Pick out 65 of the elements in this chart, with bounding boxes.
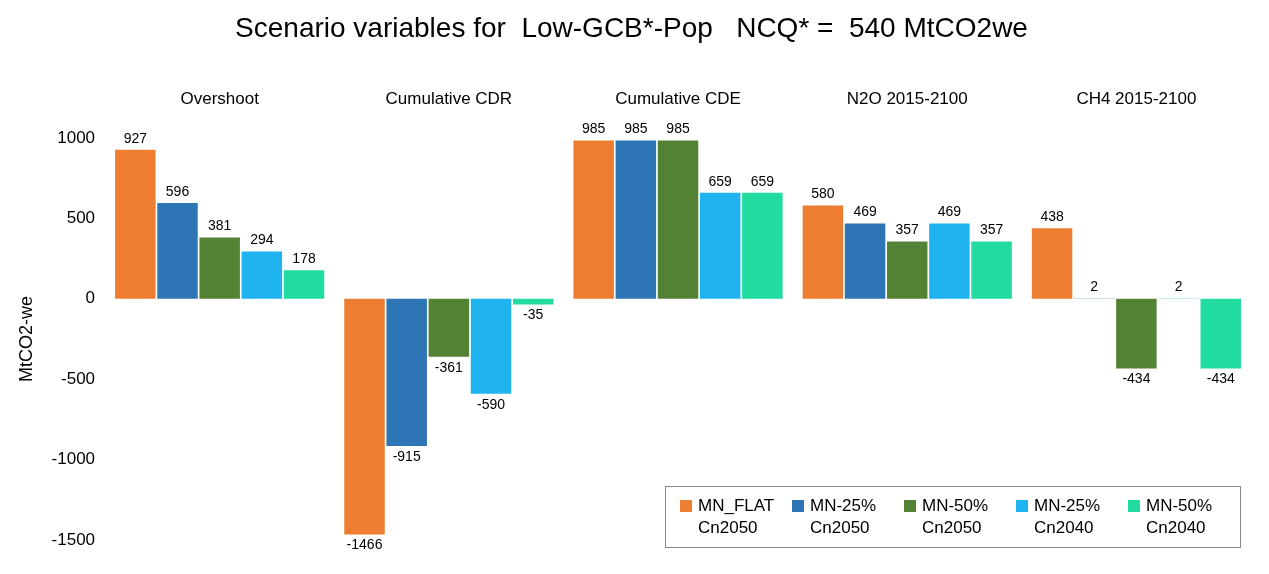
data-label: 985 — [666, 120, 690, 137]
bar — [699, 192, 741, 299]
bar — [115, 149, 156, 299]
bar — [742, 192, 783, 299]
bar — [241, 251, 283, 299]
data-label: -361 — [434, 358, 464, 375]
legend-label: MN-50% Cn2040 — [1146, 495, 1214, 539]
bar — [470, 298, 512, 394]
data-label: 580 — [811, 185, 835, 202]
bar — [344, 298, 385, 535]
x-tick-label: Overshoot — [180, 89, 260, 109]
data-label: 469 — [937, 203, 962, 220]
bar — [573, 140, 614, 299]
bar — [886, 241, 928, 299]
data-label: 178 — [292, 250, 316, 267]
bar — [1116, 298, 1157, 369]
legend-label: MN-25% Cn2040 — [1034, 495, 1102, 539]
y-tick-label: 500 — [66, 208, 96, 228]
data-label: 596 — [165, 182, 190, 199]
data-label: -915 — [392, 447, 421, 464]
x-tick-label: N2O 2015-2100 — [846, 89, 968, 109]
data-label: 381 — [207, 217, 232, 234]
bar — [929, 223, 970, 299]
data-label: 469 — [853, 203, 877, 220]
legend-label: MN-25% Cn2050 — [810, 495, 878, 539]
bar — [1200, 298, 1241, 369]
bar — [971, 241, 1012, 299]
data-label: 659 — [750, 172, 775, 189]
data-label: 2 — [1174, 278, 1183, 295]
y-axis-title: MtCO2-we — [15, 295, 36, 383]
data-label: -434 — [1206, 370, 1235, 387]
bar — [157, 202, 198, 299]
x-tick-label: Cumulative CDR — [385, 89, 513, 109]
bar — [199, 237, 240, 299]
data-label: 659 — [708, 172, 733, 189]
bar — [844, 223, 886, 299]
data-label: -35 — [523, 306, 544, 323]
y-tick-label: 0 — [85, 288, 96, 308]
data-label: 357 — [895, 221, 920, 238]
legend-label: MN-50% Cn2050 — [922, 495, 990, 539]
data-label: 294 — [250, 231, 274, 248]
y-tick-label: -1000 — [51, 449, 96, 469]
x-tick-label: CH4 2015-2100 — [1076, 89, 1197, 109]
data-label: 985 — [624, 120, 648, 137]
bar — [386, 298, 427, 446]
y-tick-label: -500 — [61, 368, 96, 388]
data-label: 2 — [1090, 278, 1099, 295]
data-label: 985 — [582, 120, 606, 137]
x-tick-label: Cumulative CDE — [615, 89, 741, 109]
y-tick-label: -1500 — [51, 529, 96, 549]
data-label: 927 — [123, 129, 148, 146]
data-label: -590 — [477, 395, 506, 412]
bar — [1031, 228, 1073, 299]
bar — [615, 140, 657, 299]
y-tick-label: 1000 — [57, 127, 96, 147]
bar — [657, 140, 699, 299]
bar — [428, 298, 470, 357]
data-label: -1466 — [346, 536, 383, 553]
bar — [283, 270, 325, 299]
data-label: 438 — [1040, 208, 1064, 225]
legend-label: MN_FLAT Cn2050 — [698, 495, 775, 539]
bar — [802, 205, 844, 299]
chart-title: Scenario variables for Low-GCB*-Pop NCQ* = 540 MtCO2we — [235, 11, 1028, 43]
data-label: -434 — [1122, 370, 1151, 387]
data-label: 357 — [979, 221, 1004, 238]
